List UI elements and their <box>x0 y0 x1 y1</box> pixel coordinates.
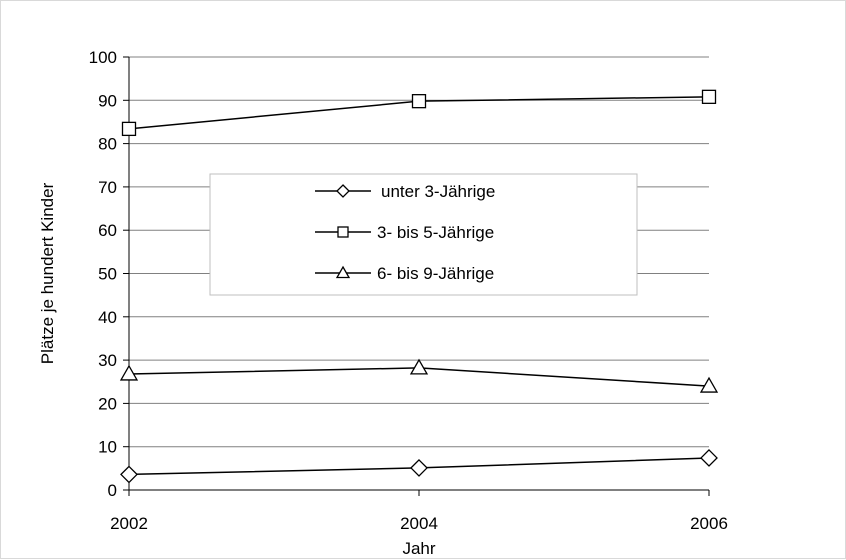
square-marker <box>121 121 137 137</box>
diamond-marker <box>120 465 138 484</box>
diamond-marker <box>700 449 718 467</box>
y-tick-label: 40 <box>98 308 117 327</box>
legend-label: unter 3-Jährige <box>381 182 495 201</box>
legend-label: 3- bis 5-Jährige <box>377 223 494 242</box>
legend-item: 6- bis 9-Jährige <box>315 264 494 283</box>
legend-item: 3- bis 5-Jährige <box>315 223 494 242</box>
y-tick-label: 90 <box>98 91 117 110</box>
diamond-marker <box>410 458 428 477</box>
legend-triangle-marker <box>335 265 351 279</box>
series <box>119 89 719 484</box>
y-axis-title: Plätze je hundert Kinder <box>38 182 57 364</box>
series-diamond <box>120 449 718 484</box>
legend-item: unter 3-Jährige <box>315 182 495 201</box>
series-square <box>121 89 717 137</box>
y-tick-label: 10 <box>98 438 117 457</box>
legend-diamond-marker <box>336 184 350 198</box>
y-tick-label: 80 <box>98 135 117 154</box>
legend-square-marker <box>337 226 349 238</box>
y-tick-labels: 0 10 20 30 40 50 60 70 80 90 100 <box>89 48 117 500</box>
legend: unter 3-Jährige 3- bis 5-Jährige 6- bis 9-… <box>209 173 638 296</box>
triangle-marker <box>409 358 429 375</box>
legend-items: unter 3-Jährige 3- bis 5-Jährige 6- bis 9-… <box>315 182 495 283</box>
x-tick-label: 2004 <box>400 514 438 533</box>
x-tick-label: 2002 <box>110 514 148 533</box>
x-tick-labels: 2002 2004 2006 <box>110 490 728 533</box>
y-tick-label: 100 <box>89 48 117 67</box>
series-triangle <box>119 358 719 393</box>
x-axis-title: Jahr <box>402 539 435 558</box>
triangle-marker <box>119 364 139 381</box>
y-tick-label: 50 <box>98 265 117 284</box>
y-tick-label: 70 <box>98 178 117 197</box>
y-tick-label: 20 <box>98 394 117 413</box>
square-marker <box>411 94 427 109</box>
y-tick-label: 60 <box>98 221 117 240</box>
square-marker <box>701 89 717 104</box>
y-tick-label: 0 <box>108 481 117 500</box>
legend-label: 6- bis 9-Jährige <box>377 264 494 283</box>
y-tick-label: 30 <box>98 351 117 370</box>
triangle-marker <box>699 376 719 393</box>
x-tick-label: 2006 <box>690 514 728 533</box>
legend-box <box>209 173 638 296</box>
